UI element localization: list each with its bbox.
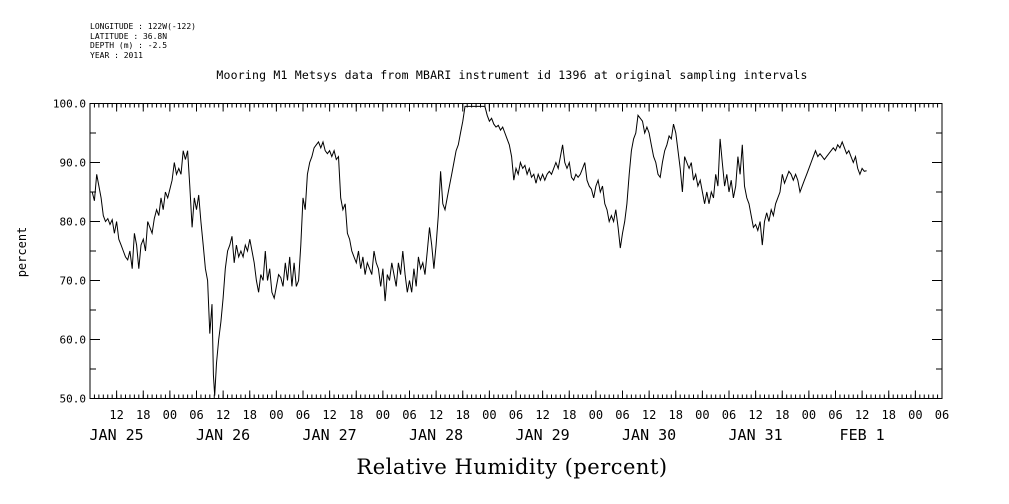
y-tick-label: 50.0 <box>60 393 87 406</box>
metadata-block: LONGITUDE : 122W(-122) LATITUDE : 36.8N … <box>90 22 196 60</box>
x-day-label: JAN 27 <box>303 426 357 444</box>
x-tick-label: 06 <box>402 408 416 422</box>
x-tick-label: 18 <box>243 408 257 422</box>
x-tick-label: 00 <box>482 408 496 422</box>
x-tick-label: 12 <box>855 408 869 422</box>
meta-year: YEAR : 2011 <box>90 50 143 60</box>
x-tick-label: 12 <box>109 408 123 422</box>
x-day-label: JAN 31 <box>729 426 783 444</box>
x-tick-label: 12 <box>322 408 336 422</box>
x-tick-label: 18 <box>136 408 150 422</box>
x-tick-label: 06 <box>722 408 736 422</box>
x-tick-label: 12 <box>535 408 549 422</box>
x-tick-label: 06 <box>935 408 949 422</box>
x-day-label: FEB 1 <box>840 426 885 444</box>
x-tick-label: 12 <box>748 408 762 422</box>
x-tick-label: 18 <box>456 408 470 422</box>
axis-tick-labels: 12 18 00 06 12 18 00 06 12 18 00 06 12 18 00 06 12 18 00 06… <box>53 98 949 445</box>
x-day-label: JAN 30 <box>622 426 676 444</box>
x-tick-label: 00 <box>908 408 922 422</box>
y-tick-label: 100.0 <box>53 98 86 111</box>
x-tick-label: 06 <box>296 408 310 422</box>
x-axis-title: Relative Humidity (percent) <box>356 455 668 479</box>
x-day-label: JAN 25 <box>90 426 144 444</box>
x-tick-label: 06 <box>509 408 523 422</box>
y-tick-label: 80.0 <box>60 216 87 229</box>
x-day-label: JAN 26 <box>196 426 250 444</box>
x-tick-label: 18 <box>669 408 683 422</box>
meta-depth: DEPTH (m) : -2.5 <box>90 41 168 51</box>
x-tick-label: 06 <box>615 408 629 422</box>
chart-title: Mooring M1 Metsys data from MBARI instru… <box>216 68 808 82</box>
x-tick-label: 12 <box>216 408 230 422</box>
y-tick-label: 70.0 <box>60 275 87 288</box>
x-tick-label: 00 <box>589 408 603 422</box>
y-tick-label: 60.0 <box>60 334 87 347</box>
x-tick-label: 06 <box>189 408 203 422</box>
x-tick-label: 00 <box>163 408 177 422</box>
meta-latitude: LATITUDE : 36.8N <box>90 31 168 41</box>
x-day-label: JAN 28 <box>409 426 463 444</box>
x-tick-label: 00 <box>376 408 390 422</box>
y-tick-label: 90.0 <box>60 157 87 170</box>
x-tick-label: 18 <box>882 408 896 422</box>
axis-ticks <box>89 103 943 399</box>
x-day-label: JAN 29 <box>516 426 570 444</box>
humidity-series-line <box>91 105 867 396</box>
x-tick-label: 18 <box>775 408 789 422</box>
x-tick-label: 18 <box>562 408 576 422</box>
meta-longitude: LONGITUDE : 122W(-122) <box>90 22 196 31</box>
x-tick-label: 06 <box>828 408 842 422</box>
x-tick-label: 12 <box>429 408 443 422</box>
x-tick-label: 00 <box>269 408 283 422</box>
x-tick-label: 00 <box>695 408 709 422</box>
x-tick-label: 12 <box>642 408 656 422</box>
x-tick-label: 18 <box>349 408 363 422</box>
x-tick-label: 00 <box>802 408 816 422</box>
